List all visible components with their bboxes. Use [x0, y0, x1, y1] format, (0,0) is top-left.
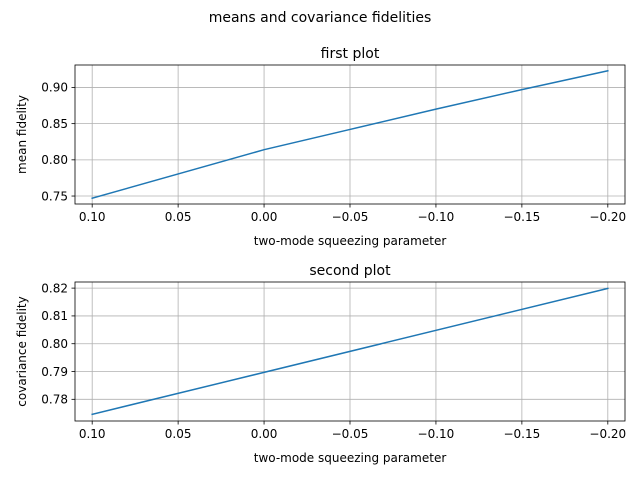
y-tick-label: 0.90 [41, 81, 68, 95]
y-axis-label: covariance fidelity [15, 296, 29, 406]
x-tick-label: 0.00 [251, 427, 278, 441]
y-tick-label: 0.85 [41, 117, 68, 131]
x-axis-label: two-mode squeezing parameter [254, 234, 447, 248]
y-tick-label: 0.75 [41, 189, 68, 203]
axes-1: 0.10 0.05 0.00 −0.05 −0.10 −0.15 −0.20 0.75 0.80… [15, 46, 626, 248]
y-tick-label: 0.80 [41, 153, 68, 167]
x-tick-label: −0.05 [332, 427, 369, 441]
x-tick-label: −0.10 [418, 427, 455, 441]
y-tick-label: 0.81 [41, 309, 68, 323]
x-tick-label: 0.10 [79, 210, 106, 224]
x-axis-label: two-mode squeezing parameter [254, 451, 447, 465]
y-tick-label: 0.78 [41, 393, 68, 407]
x-tick-label: 0.05 [165, 427, 192, 441]
x-tick-label: 0.00 [251, 210, 278, 224]
x-tick-label: −0.05 [332, 210, 369, 224]
y-tick-label: 0.82 [41, 281, 68, 295]
axes-container: 0.10 0.05 0.00 −0.05 −0.10 −0.15 −0.20 0.75 0.80… [15, 46, 626, 465]
axes-title: first plot [321, 46, 380, 62]
y-axis-label: mean fidelity [15, 95, 29, 174]
x-tick-label: −0.15 [503, 210, 540, 224]
y-tick-label: 0.80 [41, 337, 68, 351]
figure-title: means and covariance fidelities [209, 10, 432, 26]
series-line [91, 69, 609, 200]
axes-2: 0.10 0.05 0.00 −0.05 −0.10 −0.15 −0.20 0.78 0.79… [15, 263, 626, 465]
x-tick-label: −0.20 [589, 210, 626, 224]
x-tick-label: −0.15 [503, 427, 540, 441]
x-tick-label: 0.10 [79, 427, 106, 441]
y-tick-label: 0.79 [41, 365, 68, 379]
x-tick-label: −0.20 [589, 427, 626, 441]
series-line [91, 287, 609, 416]
x-tick-label: −0.10 [418, 210, 455, 224]
axes-title: second plot [309, 263, 391, 279]
x-tick-label: 0.05 [165, 210, 192, 224]
